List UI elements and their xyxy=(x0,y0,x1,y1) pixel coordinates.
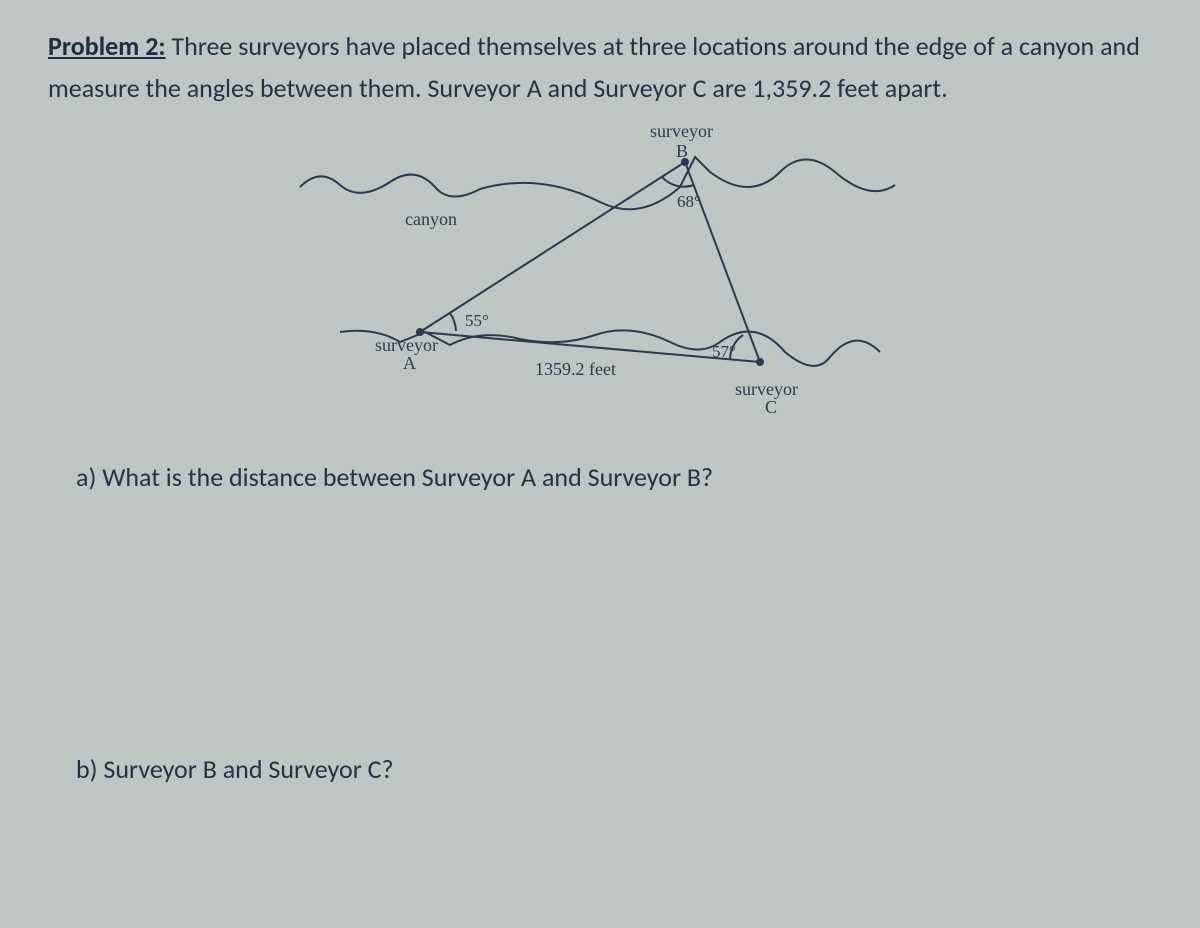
angle-arc-b xyxy=(662,177,694,187)
surveyor-diagram: canyon surveyor B surveyor A surveyor C … xyxy=(280,117,920,437)
problem-statement-line1: Problem 2: Three surveyors have placed t… xyxy=(48,28,1152,64)
question-b: b) Surveyor B and Surveyor C? xyxy=(76,753,1152,785)
surveyor-a-label-2: A xyxy=(403,353,416,373)
angle-arc-a xyxy=(450,313,456,331)
problem-lead: Problem 2: xyxy=(48,30,166,62)
problem-statement-line2: measure the angles between them. Surveyo… xyxy=(48,70,1152,106)
surveyor-c-label-1: surveyor xyxy=(735,379,798,399)
question-a: a) What is the distance between Surveyor… xyxy=(76,461,1152,493)
canyon-top-edge xyxy=(300,157,895,209)
page: Problem 2: Three surveyors have placed t… xyxy=(0,0,1200,928)
vertex-c xyxy=(756,358,764,366)
surveyor-b-label-1: surveyor xyxy=(650,121,713,141)
problem-line1-rest: Three surveyors have placed themselves a… xyxy=(166,30,1140,62)
side-ac-label: 1359.2 feet xyxy=(535,359,616,379)
diagram-container: canyon surveyor B surveyor A surveyor C … xyxy=(48,117,1152,437)
angle-b-label: 68° xyxy=(677,192,701,211)
angle-c-label: 57° xyxy=(712,342,736,361)
angle-a-label: 55° xyxy=(465,311,489,330)
canyon-label: canyon xyxy=(405,209,457,229)
side-ab xyxy=(420,162,685,332)
surveyor-a-label-1: surveyor xyxy=(375,335,438,355)
surveyor-c-label-2: C xyxy=(765,397,777,417)
surveyor-b-label-2: B xyxy=(676,141,688,161)
